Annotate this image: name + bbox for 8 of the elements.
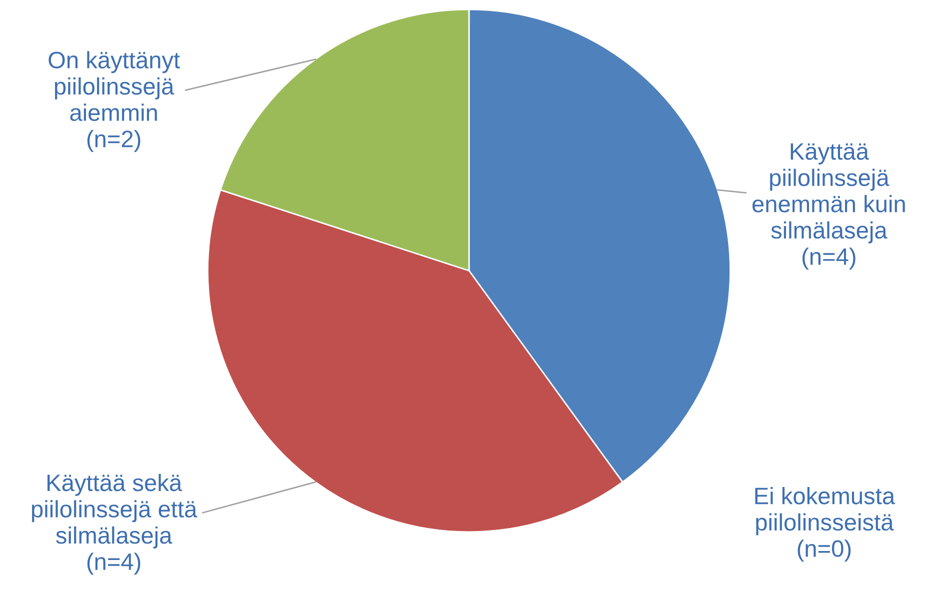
data-label: (n=4) — [87, 552, 140, 575]
category-label: Ei kokemusta piilolinsseistä — [755, 487, 896, 536]
slice-label: Käyttää piilolinssejä enemmän kuin silmälaseja — [752, 143, 905, 244]
data-label: (n=4) — [802, 248, 856, 270]
slice-label: Käyttää sekä piilolinssejä että silmälaseja — [32, 474, 198, 548]
data-label: (n=2) — [87, 130, 140, 152]
slice-label: On käyttänyt piilolinssejä aiemmin — [48, 51, 180, 122]
text: (n=0) — [798, 540, 851, 562]
